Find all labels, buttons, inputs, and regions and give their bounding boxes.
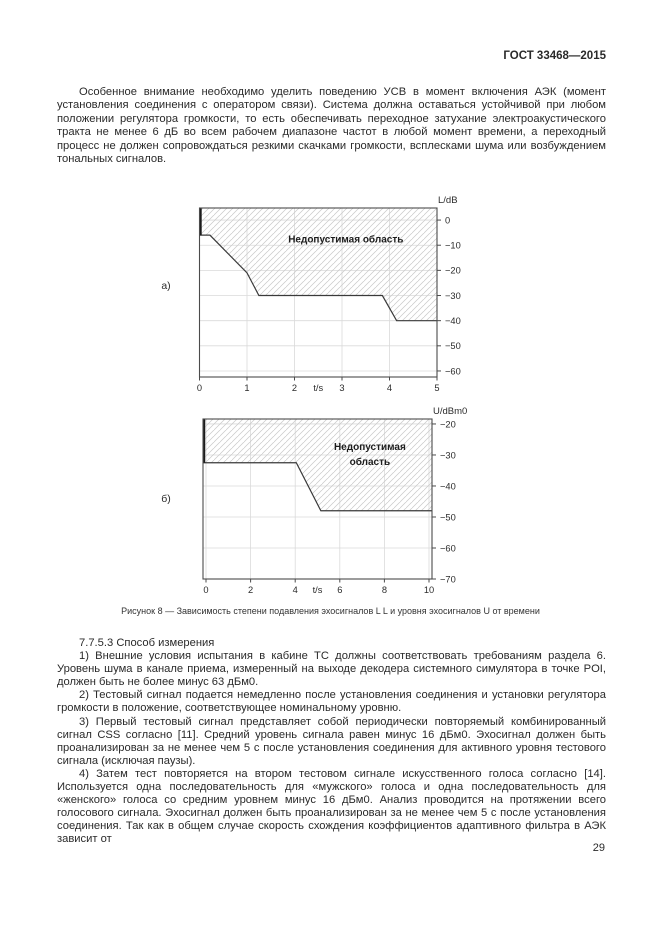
svg-text:Недопустимая: Недопустимая (334, 442, 406, 453)
svg-text:4: 4 (293, 585, 298, 595)
svg-text:2: 2 (248, 585, 253, 595)
figure-caption: Рисунок 8 — Зависимость степени подавлен… (121, 606, 540, 616)
section-paragraph: 3) Первый тестовый сигнал представляет с… (57, 715, 606, 767)
svg-text:Недопустимая область: Недопустимая область (288, 233, 403, 245)
section-7753: 7.7.5.3 Способ измерения 1) Внешние усло… (57, 637, 606, 847)
svg-text:0: 0 (197, 383, 202, 393)
figure-8: 0 −10 −20 −30 −40 −50 −60 0 1 2 3 4 5 t/s L/dB Недопуст… (0, 180, 661, 605)
svg-text:t/s: t/s (313, 383, 323, 393)
svg-text:6: 6 (337, 585, 342, 595)
svg-text:t/s: t/s (313, 585, 323, 595)
svg-text:−60: −60 (445, 366, 461, 376)
chart-b-echo-level-vs-time: −20 −30 −40 −50 −60 −70 0 2 4 6 8 10 t/s U/dBm0 Недопу… (161, 406, 467, 595)
svg-text:3: 3 (339, 383, 344, 393)
svg-text:1: 1 (244, 383, 249, 393)
svg-text:4: 4 (387, 383, 392, 393)
section-paragraph: 2) Тестовый сигнал подается немедленно п… (57, 689, 606, 715)
svg-text:5: 5 (434, 383, 439, 393)
svg-text:2: 2 (292, 383, 297, 393)
svg-text:−20: −20 (445, 266, 461, 276)
svg-text:а): а) (161, 280, 170, 292)
svg-text:−70: −70 (440, 574, 456, 584)
section-heading: 7.7.5.3 Способ измерения (79, 637, 215, 649)
section-paragraph: 4) Затем тест повторяется на втором тест… (57, 767, 606, 846)
svg-text:−30: −30 (445, 291, 461, 301)
svg-text:L/dB: L/dB (438, 195, 458, 206)
svg-text:10: 10 (424, 585, 434, 595)
svg-text:−60: −60 (440, 543, 456, 553)
svg-text:б): б) (161, 493, 171, 505)
svg-text:−20: −20 (440, 419, 456, 429)
svg-text:−30: −30 (440, 450, 456, 460)
page-number: 29 (592, 842, 605, 854)
svg-text:8: 8 (382, 585, 387, 595)
section-paragraph: 1) Внешние условия испытания в кабине ТС… (57, 650, 606, 689)
svg-text:0: 0 (203, 585, 208, 595)
svg-text:−50: −50 (440, 512, 456, 522)
svg-text:U/dBm0: U/dBm0 (433, 406, 467, 417)
svg-text:−40: −40 (445, 316, 461, 326)
document-header: ГОСТ 33468—2015 (503, 50, 606, 62)
svg-text:−10: −10 (445, 241, 461, 251)
svg-text:−50: −50 (445, 341, 461, 351)
svg-text:−40: −40 (440, 481, 456, 491)
svg-text:область: область (350, 456, 391, 468)
intro-paragraph: Особенное внимание необходимо уделить по… (57, 86, 606, 166)
chart-a-suppression-vs-time: 0 −10 −20 −30 −40 −50 −60 0 1 2 3 4 5 t/s L/dB Недопуст… (161, 195, 461, 393)
svg-text:0: 0 (445, 215, 450, 225)
